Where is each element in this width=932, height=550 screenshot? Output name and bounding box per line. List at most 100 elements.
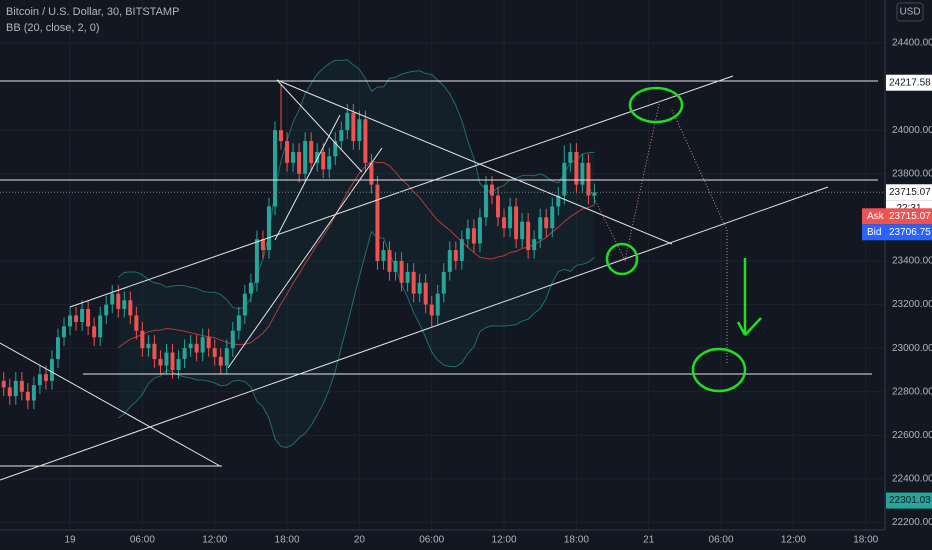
- candle-body: [369, 162, 374, 185]
- trend-line: [0, 342, 221, 467]
- candle-body: [68, 315, 73, 327]
- currency-box[interactable]: [896, 2, 924, 22]
- candle-body: [309, 141, 314, 163]
- candle-body: [321, 151, 326, 170]
- candle-body: [260, 239, 265, 251]
- candle-body: [74, 315, 79, 323]
- candle-body: [272, 130, 277, 207]
- candle-body: [55, 337, 60, 360]
- candle-body: [49, 359, 54, 381]
- candle-body: [586, 162, 591, 196]
- price-marker-label: 24217.58: [889, 77, 931, 88]
- y-tick-label: 23800.00: [892, 168, 932, 179]
- candle-body: [550, 206, 555, 229]
- candle-body: [104, 304, 109, 316]
- candle-body: [116, 293, 121, 309]
- candle-body: [333, 141, 338, 157]
- candle-body: [158, 359, 163, 366]
- candle-body: [411, 271, 416, 294]
- indicator-label: BB (20, close, 2, 0): [6, 22, 100, 34]
- highlight-circle: [628, 86, 684, 124]
- candle-body: [393, 260, 398, 272]
- candle-body: [98, 315, 103, 338]
- candle-body: [357, 119, 362, 142]
- candle-body: [164, 352, 169, 366]
- candle-body: [242, 293, 247, 316]
- ask-value: 23715.07: [889, 211, 931, 222]
- bid-box: [862, 224, 932, 241]
- candle-body: [212, 348, 217, 357]
- candle-body: [62, 326, 67, 338]
- candle-body: [423, 282, 428, 305]
- candle-body: [489, 184, 494, 196]
- candle-body: [381, 250, 386, 261]
- x-tick-label: 18:00: [275, 535, 300, 546]
- candle-body: [303, 141, 308, 174]
- projection: [589, 99, 661, 262]
- highlight-circle: [605, 242, 639, 276]
- candle-body: [441, 271, 446, 294]
- candle-body: [134, 315, 139, 331]
- candle-body: [224, 348, 229, 366]
- drawings: [0, 75, 878, 481]
- candle-body: [152, 343, 157, 360]
- trend-line: [276, 79, 363, 173]
- projection: [671, 109, 728, 365]
- candle-body: [580, 162, 585, 185]
- x-tick-label: 18:00: [564, 535, 589, 546]
- x-tick-label: 12:00: [492, 535, 517, 546]
- candle-body: [387, 250, 392, 272]
- bb-fill: [118, 59, 595, 448]
- candle-body: [25, 391, 30, 401]
- y-tick-label: 24000.00: [892, 125, 932, 136]
- candle-body: [447, 250, 452, 272]
- price-marker-label: 23715.07: [889, 187, 931, 198]
- candle-body: [417, 282, 422, 294]
- candle-body: [526, 221, 531, 251]
- candle-body: [170, 352, 175, 370]
- candle-body: [7, 387, 12, 397]
- x-tick-label: 19: [64, 535, 76, 546]
- candle-body: [92, 326, 97, 338]
- price-marker-box: [886, 74, 932, 91]
- y-tick-label: 22400.00: [892, 474, 932, 485]
- candle-body: [363, 119, 368, 163]
- candle-body: [465, 228, 470, 240]
- candle-body: [1, 380, 6, 388]
- candle-body: [86, 308, 91, 327]
- candle-body: [429, 304, 434, 316]
- candle-body: [206, 337, 211, 349]
- candle-body: [477, 217, 482, 244]
- trend-line: [274, 114, 341, 241]
- candle-body: [122, 300, 127, 309]
- channel-lower: [0, 186, 829, 481]
- candle-body: [532, 239, 537, 251]
- candle-body: [538, 217, 543, 240]
- candle-body: [80, 308, 85, 323]
- candle-body: [236, 315, 241, 331]
- candle-body: [19, 380, 24, 392]
- candle-body: [520, 221, 525, 240]
- chart-title: Bitcoin / U.S. Dollar, 30, BITSTAMP: [6, 6, 179, 18]
- candle-body: [297, 151, 302, 174]
- candle-body: [194, 343, 199, 353]
- price-marker-box: [886, 492, 932, 509]
- candle-body: [13, 380, 18, 397]
- candle-body: [399, 260, 404, 283]
- y-tick-label: 22800.00: [892, 386, 932, 397]
- candle-body: [339, 130, 344, 142]
- axes: 24400.00 24000.00 23800.00 23400.00 23200.00…: [64, 38, 932, 546]
- x-tick-label: 06:00: [419, 535, 444, 546]
- candle-body: [544, 217, 549, 229]
- candle-body: [453, 250, 458, 261]
- x-tick-label: 12:00: [202, 535, 227, 546]
- ask-label: Ask: [867, 211, 885, 222]
- y-tick-label: 23400.00: [892, 256, 932, 267]
- y-tick-label: 23200.00: [892, 299, 932, 310]
- trend-line: [276, 79, 673, 245]
- channel-upper: [69, 75, 734, 308]
- currency[interactable]: USD: [899, 7, 920, 18]
- x-tick-label: 18:00: [853, 535, 878, 546]
